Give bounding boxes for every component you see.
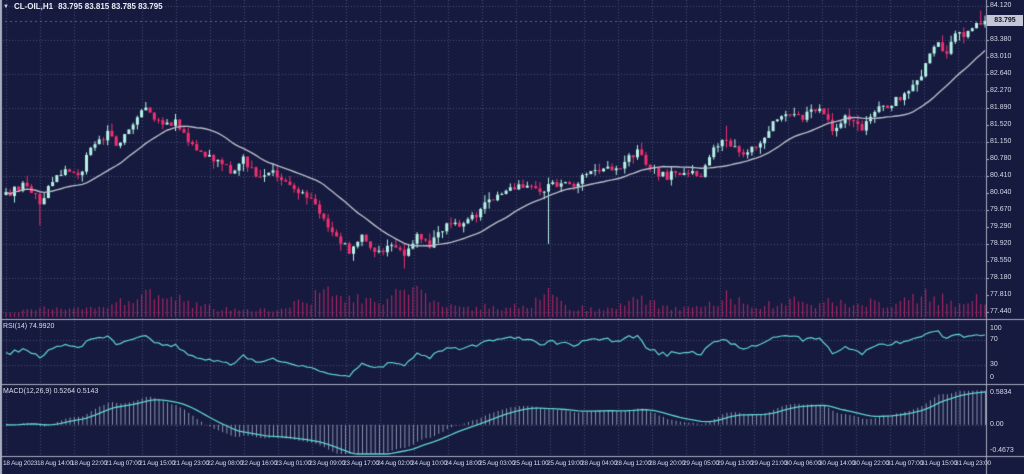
ohlc-values-label: 83.795 83.815 83.785 83.795 (58, 2, 163, 11)
current-price-tag: 83.795 (987, 15, 1023, 27)
rsi-indicator-label: RSI(14) 74.9920 (3, 323, 55, 330)
current-price-value: 83.795 (994, 17, 1016, 25)
symbol-title-bar: ▼ CL-OIL,H1 83.795 83.815 83.785 83.795 (3, 2, 163, 11)
chart-dropdown-icon[interactable]: ▼ (3, 3, 9, 10)
symbol-timeframe-label: CL-OIL,H1 (13, 2, 54, 11)
macd-indicator-label: MACD(12,26,9) 0.5264 0.5143 (3, 388, 99, 395)
